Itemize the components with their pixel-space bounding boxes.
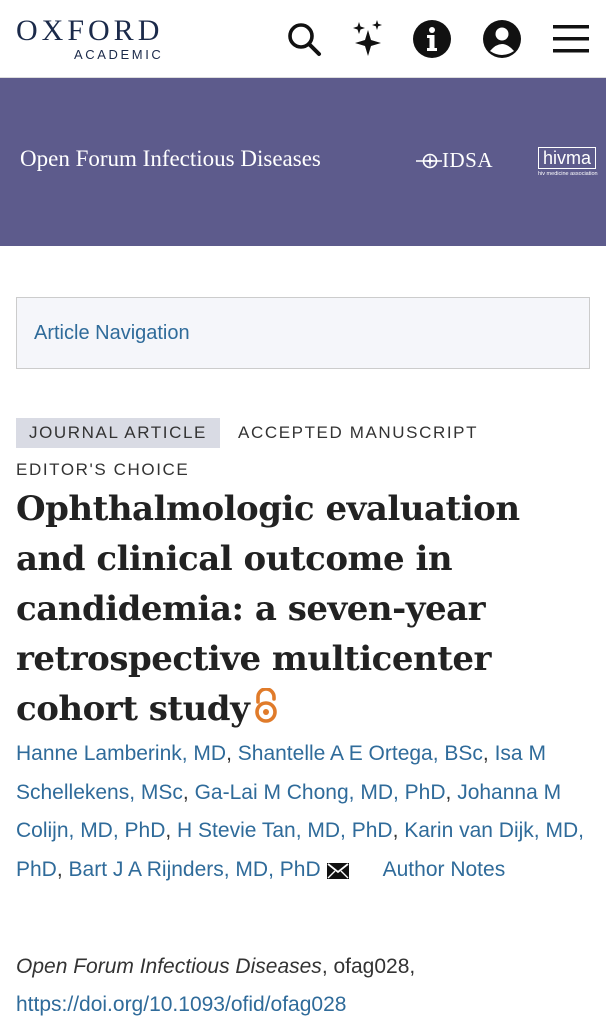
author-link[interactable]: Karin van Dijk, MD, PhD bbox=[16, 819, 584, 881]
site-header: OXFORD ACADEMIC bbox=[0, 0, 606, 78]
article-navigation-toggle[interactable]: Article Navigation bbox=[16, 297, 590, 369]
author-link[interactable]: Hanne Lamberink, MD bbox=[16, 742, 227, 765]
hivma-subtitle: hiv medicine association bbox=[538, 171, 598, 177]
journal-article-badge: JOURNAL ARTICLE bbox=[16, 418, 220, 448]
logo-main-text: OXFORD bbox=[16, 14, 164, 47]
idsa-star-icon bbox=[416, 153, 442, 168]
author-link[interactable]: Ga-Lai M Chong, MD, PhD bbox=[194, 780, 446, 804]
idsa-label: IDSA bbox=[442, 148, 494, 172]
article-title: Ophthalmologic evaluation and clinical o… bbox=[16, 484, 576, 738]
citation-journal: Open Forum Infectious Diseases bbox=[16, 955, 322, 978]
envelope-icon[interactable] bbox=[326, 854, 349, 893]
accepted-manuscript-label: ACCEPTED MANUSCRIPT bbox=[238, 423, 479, 442]
author-link[interactable]: H Stevie Tan, MD, PhD bbox=[177, 819, 393, 842]
logo-sub-text: ACADEMIC bbox=[74, 47, 164, 62]
menu-icon[interactable] bbox=[551, 19, 591, 59]
citation-article-id: , ofag028, bbox=[321, 955, 416, 978]
doi-link[interactable]: https://doi.org/10.1093/ofid/ofag028 bbox=[16, 993, 347, 1016]
author-link[interactable]: Shantelle A E Ortega, BSc bbox=[237, 742, 483, 765]
article-title-text: Ophthalmologic evaluation and clinical o… bbox=[16, 489, 520, 729]
hivma-label: hivma bbox=[538, 147, 597, 169]
author-list: Hanne Lamberink, MD, Shantelle A E Orteg… bbox=[16, 735, 596, 892]
sparkle-icon[interactable] bbox=[348, 19, 388, 59]
article-type-tags: JOURNAL ARTICLE ACCEPTED MANUSCRIPT bbox=[16, 418, 478, 448]
hivma-logo[interactable]: hivma hiv medicine association bbox=[538, 147, 606, 177]
oxford-academic-logo[interactable]: OXFORD ACADEMIC bbox=[16, 14, 164, 63]
author-link[interactable]: Bart J A Rijnders, MD, PhD bbox=[68, 857, 321, 881]
author-notes-link[interactable]: Author Notes bbox=[382, 857, 506, 881]
citation: Open Forum Infectious Diseases, ofag028,… bbox=[16, 948, 596, 1024]
journal-title[interactable]: Open Forum Infectious Diseases bbox=[20, 146, 321, 171]
info-icon[interactable] bbox=[412, 19, 452, 59]
editors-choice-label: EDITOR'S CHOICE bbox=[16, 460, 190, 479]
idsa-logo[interactable]: IDSA bbox=[416, 148, 493, 173]
author-link[interactable]: Isa M Schellekens, MSc bbox=[16, 742, 546, 804]
journal-banner: Open Forum Infectious Diseases IDSA hivm… bbox=[0, 78, 606, 246]
open-access-icon bbox=[253, 687, 279, 738]
account-icon[interactable] bbox=[482, 19, 522, 59]
author-link[interactable]: Johanna M Colijn, MD, PhD bbox=[16, 780, 562, 843]
search-icon[interactable] bbox=[284, 19, 324, 59]
article-navigation-label: Article Navigation bbox=[34, 322, 190, 344]
